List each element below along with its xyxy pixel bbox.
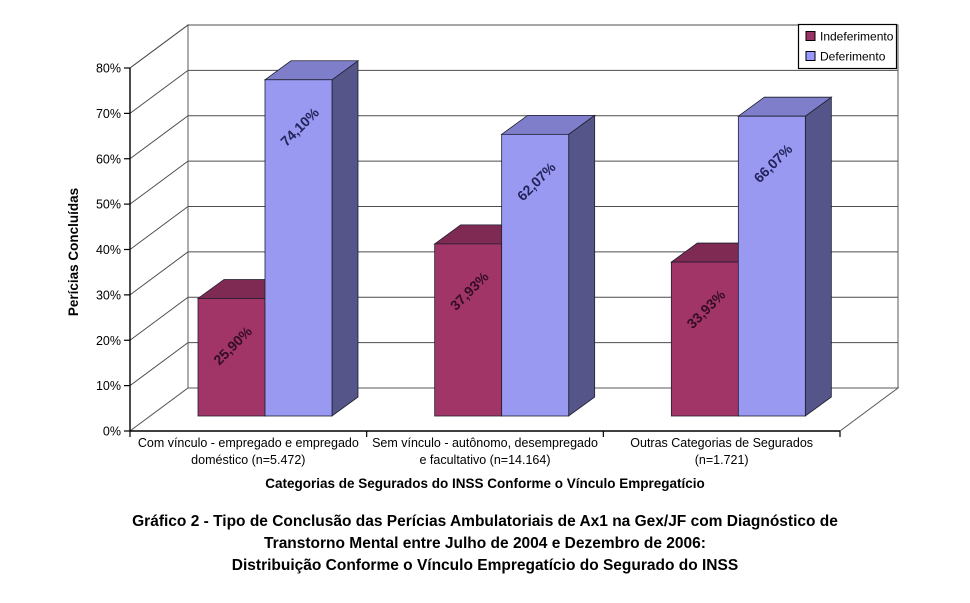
gridline-depth [129,342,189,387]
y-tick-label: 80% [96,62,121,76]
bar-deferimento-1 [501,133,570,417]
y-tick-label: 70% [96,107,121,121]
legend-swatch-indeferimento [805,31,816,41]
x-category-label: doméstico (n=5.472) [191,453,305,467]
legend-label: Indeferimento [820,30,894,44]
bar-side-deferimento-1 [568,114,596,417]
gridline-depth [129,69,189,114]
y-tick-label: 40% [96,243,121,257]
gridline-depth [129,296,189,341]
x-category-label: Com vínculo - empregado e empregado [138,436,359,450]
bar-deferimento-0 [264,79,333,417]
x-category-label: Outras Categorias de Segurados [630,436,813,450]
gridline-depth [129,24,189,69]
caption-line-3: Distribuição Conforme o Vínculo Empregat… [231,557,739,574]
bar-side-deferimento-2 [804,96,832,417]
y-tick-label: 0% [103,425,121,439]
bar-indeferimento-2 [670,261,739,417]
legend-label: Deferimento [820,50,886,64]
chart-caption: Gráfico 2 - Tipo de Conclusão das Períci… [0,511,970,577]
gridline-depth [129,251,189,296]
bar-deferimento-2 [737,115,806,417]
gridline-depth [129,115,189,160]
bar-indeferimento-0 [197,298,266,417]
bar-indeferimento-1 [434,243,503,417]
gridline-depth [129,206,189,250]
y-axis-title: Perícias Concluídas [66,188,81,316]
bar-side-deferimento-0 [331,59,359,417]
y-tick-label: 20% [96,334,121,348]
legend-swatch-deferimento [805,51,816,61]
y-tick-label: 10% [96,379,121,393]
gridline-depth [129,160,189,205]
x-axis-title: Categorias de Segurados do INSS Conforme… [265,476,705,491]
y-tick-label: 60% [96,152,121,166]
x-category-label: (n=1.721) [695,453,749,467]
x-category-label: Sem vínculo - autônomo, desempregado [372,436,598,450]
y-tick-label: 50% [96,198,121,212]
y-tick-label: 30% [96,288,121,302]
caption-line-2: Transtorno Mental entre Julho de 2004 e … [264,535,706,552]
caption-line-1: Gráfico 2 - Tipo de Conclusão das Períci… [132,513,838,530]
x-category-label: e facultativo (n=14.164) [420,453,551,467]
